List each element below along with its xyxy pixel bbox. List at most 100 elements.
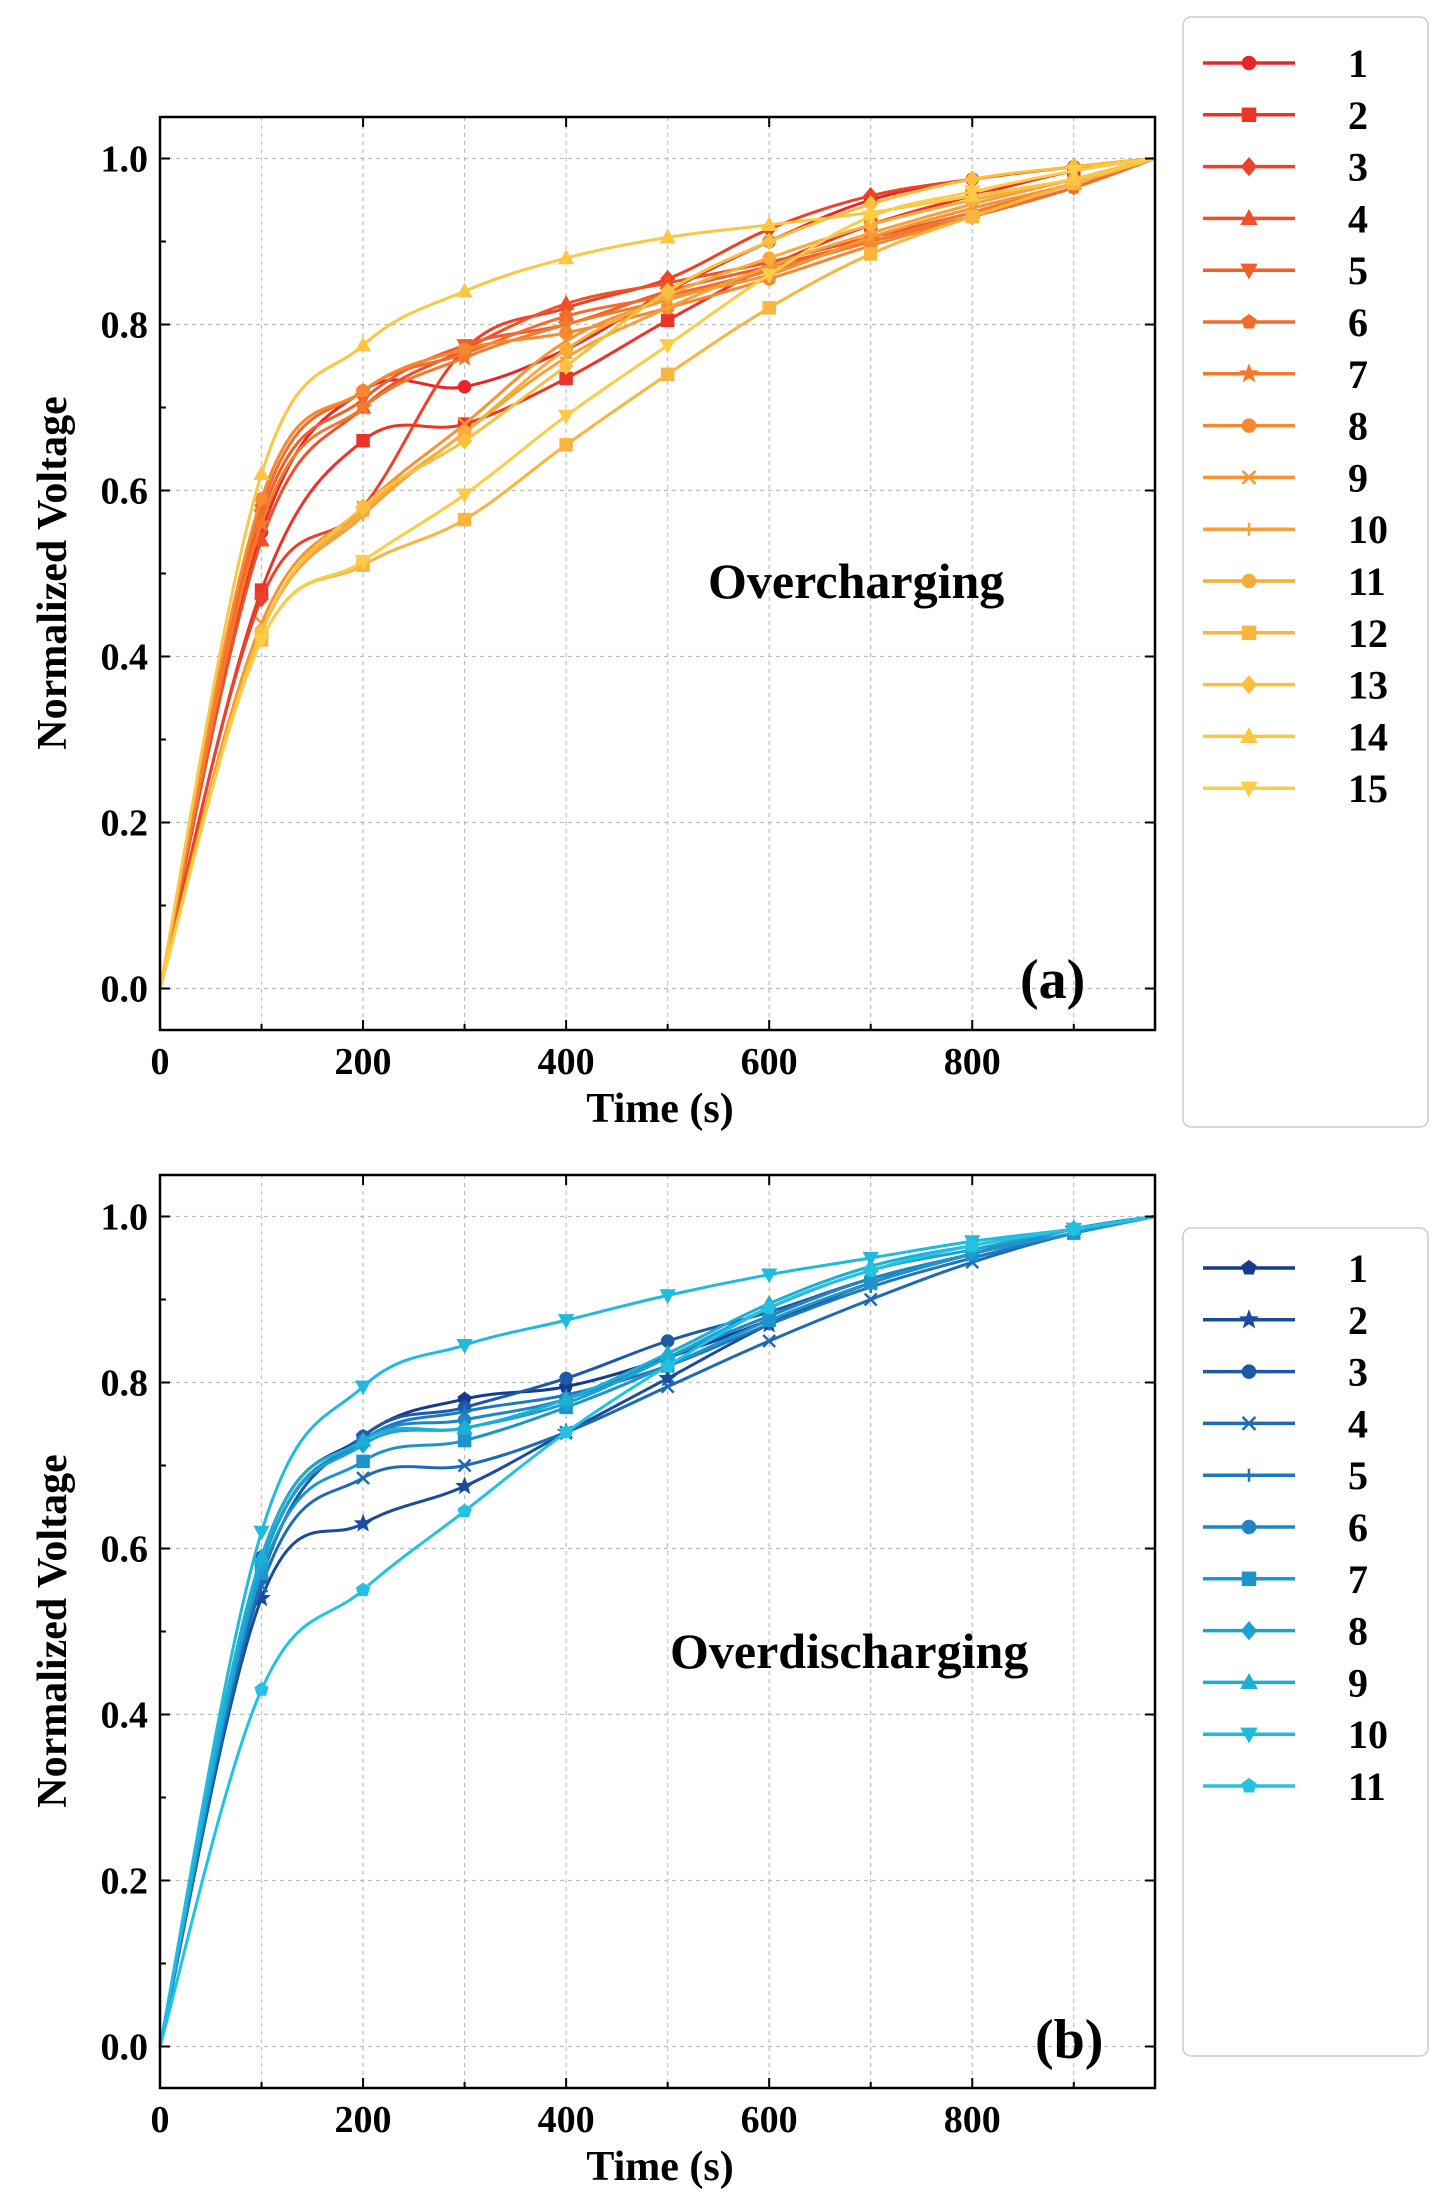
panel-a-series-1-point xyxy=(457,380,472,394)
panel-b-series-9-point xyxy=(354,1431,372,1447)
panel-a-legend-item-15: 15 xyxy=(1203,766,1388,811)
panel-a-legend-label: 1 xyxy=(1348,41,1368,86)
panel-b-legend-item-1: 1 xyxy=(1203,1246,1368,1291)
panel-a-legend-label: 10 xyxy=(1348,507,1388,552)
panel-b-series-10-point xyxy=(557,1314,575,1330)
panel-b-legend-label: 9 xyxy=(1348,1660,1368,1705)
panel-a-series-15-point xyxy=(354,554,372,570)
panel-b-series-7-point xyxy=(356,1454,370,1469)
panel-b-legend-swatch-marker xyxy=(1240,1620,1258,1641)
panel-a-series-2-point xyxy=(356,433,370,448)
panel-a-legend-swatch-marker xyxy=(1242,522,1256,536)
panel-a-series-7-point xyxy=(353,397,373,416)
panel-b-series-2-point xyxy=(353,1513,373,1532)
panel-a-grid xyxy=(160,117,1155,1030)
panel-a-series-15-point xyxy=(456,488,473,504)
panel-a-series-13-point xyxy=(761,232,777,251)
panel-a-legend-swatch-marker xyxy=(1240,674,1258,695)
panel-a-legend-label: 3 xyxy=(1348,145,1368,190)
panel-a-legend-item-3: 3 xyxy=(1203,145,1368,190)
panel-a-legend-label: 4 xyxy=(1348,196,1368,241)
panel-b-legend-swatch-marker xyxy=(1238,1309,1260,1329)
panel-a-legend-item-11: 11 xyxy=(1203,559,1386,604)
panel-a-annotation: Overcharging xyxy=(708,553,1004,609)
panel-b-series-10-point xyxy=(354,1380,372,1396)
panel-b-letter: (b) xyxy=(1035,2009,1103,2071)
panel-a-series-14-point xyxy=(557,249,575,265)
panel-a-legend-item-12: 12 xyxy=(1203,611,1388,656)
panel-a-series-14-point xyxy=(456,282,473,298)
panel-b-series-11-point xyxy=(355,1582,371,1597)
panel-b-legend-label: 8 xyxy=(1348,1609,1368,1654)
panel-a-legend-item-6: 6 xyxy=(1203,300,1368,345)
panel-b-y-tick-label: 0.0 xyxy=(101,2027,149,2069)
panel-b-legend-swatch-marker xyxy=(1241,1259,1257,1275)
panel-b-y-tick-label: 0.8 xyxy=(101,1363,149,1405)
panel-b-legend-item-5: 5 xyxy=(1203,1453,1368,1498)
panel-b-legend-item-11: 11 xyxy=(1203,1764,1386,1809)
panel-a-legend-label: 15 xyxy=(1348,766,1388,811)
panel-a-series-13-point xyxy=(558,357,574,375)
panel-a-legend-item-8: 8 xyxy=(1203,404,1368,449)
panel-a-plot-frame xyxy=(158,115,1157,1032)
panel-b-ticks: 0 200 400 600 800 0.0 0.2 0.4 0.6 0.8 1.0 xyxy=(101,1175,1155,2141)
panel-b-y-tick-label: 0.6 xyxy=(101,1529,149,1571)
panel-a-series-14-point xyxy=(659,228,676,244)
panel-b-series-3-point xyxy=(559,1371,573,1386)
panel-a-series-14-point xyxy=(354,336,372,352)
panel-b-series-10-point xyxy=(456,1339,473,1354)
panel-a-series-2-point xyxy=(660,313,675,328)
panel-b-series-11 xyxy=(158,1215,1157,2048)
panel-b-legend-item-7: 7 xyxy=(1203,1557,1368,1602)
panel-a-series-4-point xyxy=(253,531,270,547)
panel-b-y-tick-label: 0.4 xyxy=(101,1695,149,1737)
panel-a-series-13-point xyxy=(457,431,473,450)
panel-b-legend-swatch-marker xyxy=(1241,1519,1257,1535)
panel-b-x-tick-label: 600 xyxy=(741,2099,798,2141)
panel-a-legend-swatch-marker xyxy=(1240,781,1258,798)
panel-b-y-tick-label: 0.2 xyxy=(101,1861,149,1903)
panel-b-overdischarging: 0 200 400 600 800 0.0 0.2 0.4 0.6 0.8 1.0 Time (s)… xyxy=(30,1173,1429,2190)
panel-a-series-8-point xyxy=(457,342,472,357)
panel-b-series-11-point xyxy=(1066,1221,1081,1236)
panel-a-legend-swatch-marker xyxy=(1241,470,1257,485)
panel-b-legend-swatch-marker xyxy=(1240,1673,1258,1689)
panel-b-legend-label: 7 xyxy=(1348,1557,1368,1602)
panel-a-series-12-point xyxy=(660,367,675,382)
panel-b-series-4-point xyxy=(457,1458,472,1473)
panel-a-legend-label: 8 xyxy=(1348,404,1368,449)
panel-a-legend-item-9: 9 xyxy=(1203,455,1368,500)
panel-b-series-2-point xyxy=(455,1476,475,1495)
panel-a-series-3-line xyxy=(158,157,1157,990)
panel-b-legend-item-9: 9 xyxy=(1203,1660,1368,1705)
panel-a-series-3-point xyxy=(253,589,270,608)
panel-a-series-11-point xyxy=(559,342,573,357)
panel-a-series-13-point xyxy=(660,282,676,301)
panel-b-legend-label: 5 xyxy=(1348,1453,1368,1498)
panel-a-y-tick-label: 0.4 xyxy=(101,637,149,679)
panel-b-y-tick-label: 1.0 xyxy=(101,1197,149,1239)
panel-a-x-axis-label: Time (s) xyxy=(586,1086,733,1132)
panel-a-legend-swatch-marker xyxy=(1241,55,1257,71)
panel-a-series-15-point xyxy=(862,210,879,226)
panel-b-y-axis-label: Normalized Voltage xyxy=(30,1454,76,1807)
panel-a-legend-label: 5 xyxy=(1348,248,1368,293)
panel-a-legend-swatch-marker xyxy=(1240,263,1258,280)
panel-a-y-tick-label: 0.8 xyxy=(101,305,149,347)
panel-a-series-11-point xyxy=(762,251,776,265)
panel-a-legend-swatch-marker xyxy=(1241,107,1257,123)
panel-b-legend-item-2: 2 xyxy=(1203,1298,1368,1343)
panel-b-x-tick-label: 0 xyxy=(151,2099,170,2141)
panel-b-legend: 1 2 3 4 5 6 7 8 9 10 11 xyxy=(1182,1227,1429,2057)
panel-a-y-tick-label: 0.2 xyxy=(101,803,149,845)
panel-b-legend-box xyxy=(1182,1227,1429,2057)
panel-a-series-12-point xyxy=(863,247,878,261)
panel-a-legend-box xyxy=(1182,16,1429,1128)
panel-a-series-12-point xyxy=(559,438,573,452)
panel-a-series-12-point xyxy=(457,512,472,527)
panel-b-legend-label: 11 xyxy=(1348,1764,1386,1809)
panel-a-series-15-point xyxy=(557,409,575,425)
panel-b-series-9-point xyxy=(456,1419,473,1435)
